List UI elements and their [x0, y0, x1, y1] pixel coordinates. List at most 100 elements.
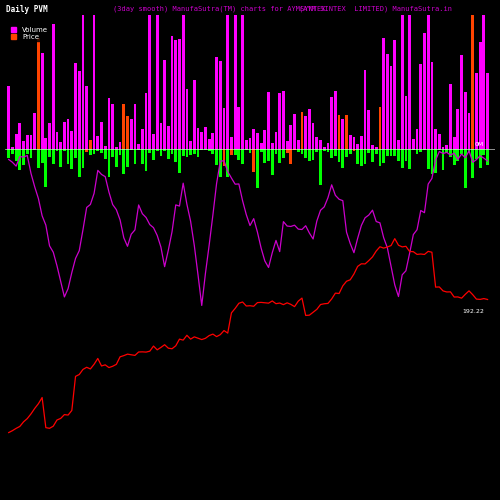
- Bar: [96, 149, 99, 152]
- Text: 0M: 0M: [474, 142, 484, 146]
- Bar: [252, 129, 255, 149]
- Bar: [293, 114, 296, 149]
- Bar: [200, 149, 203, 150]
- Bar: [472, 149, 474, 178]
- Bar: [167, 149, 170, 159]
- Bar: [193, 80, 196, 149]
- Bar: [22, 141, 25, 149]
- Bar: [212, 149, 214, 154]
- Bar: [186, 149, 188, 158]
- Bar: [74, 64, 77, 149]
- Bar: [316, 137, 318, 149]
- Bar: [282, 149, 285, 158]
- Bar: [342, 119, 344, 149]
- Bar: [456, 149, 460, 161]
- Bar: [278, 149, 281, 162]
- Bar: [152, 134, 155, 149]
- Bar: [479, 149, 482, 168]
- Bar: [382, 149, 385, 163]
- Bar: [156, 149, 158, 152]
- Bar: [70, 131, 73, 149]
- Bar: [222, 108, 226, 149]
- Bar: [356, 149, 359, 164]
- Bar: [260, 144, 262, 149]
- Bar: [256, 134, 259, 149]
- Bar: [245, 149, 248, 150]
- Bar: [118, 149, 122, 156]
- Bar: [63, 149, 66, 151]
- Bar: [52, 24, 54, 149]
- Bar: [468, 112, 470, 149]
- Bar: [430, 149, 434, 174]
- Bar: [193, 149, 196, 154]
- Bar: [486, 72, 489, 149]
- Bar: [430, 62, 434, 149]
- Bar: [271, 143, 274, 149]
- Bar: [423, 34, 426, 149]
- Bar: [326, 149, 330, 152]
- Bar: [319, 140, 322, 149]
- Bar: [423, 149, 426, 150]
- Bar: [100, 122, 103, 149]
- Bar: [44, 138, 47, 149]
- Bar: [163, 60, 166, 149]
- Bar: [89, 149, 92, 155]
- Bar: [404, 149, 407, 162]
- Bar: [112, 149, 114, 157]
- Bar: [208, 138, 210, 149]
- Bar: [286, 149, 288, 153]
- Bar: [252, 149, 255, 172]
- Bar: [22, 149, 25, 165]
- Bar: [174, 149, 177, 162]
- Bar: [18, 123, 21, 149]
- Bar: [70, 149, 73, 169]
- Bar: [196, 149, 200, 157]
- Bar: [189, 142, 192, 149]
- Bar: [290, 125, 292, 149]
- Bar: [122, 104, 125, 149]
- Bar: [66, 149, 70, 164]
- Bar: [300, 149, 304, 154]
- Bar: [412, 149, 414, 150]
- Bar: [371, 149, 374, 162]
- Bar: [482, 14, 486, 149]
- Bar: [453, 149, 456, 166]
- Bar: [438, 149, 440, 150]
- Bar: [14, 134, 18, 149]
- Bar: [160, 123, 162, 149]
- Bar: [60, 149, 62, 168]
- Bar: [401, 149, 404, 169]
- Bar: [416, 149, 418, 154]
- Bar: [412, 138, 414, 149]
- Bar: [371, 144, 374, 149]
- Bar: [352, 137, 356, 149]
- Bar: [148, 14, 151, 149]
- Bar: [144, 92, 148, 149]
- Bar: [137, 149, 140, 150]
- Bar: [167, 126, 170, 149]
- Bar: [241, 14, 244, 149]
- Bar: [308, 149, 311, 161]
- Bar: [56, 149, 58, 151]
- Bar: [89, 140, 92, 149]
- Bar: [170, 36, 173, 149]
- Bar: [178, 38, 181, 149]
- Bar: [215, 149, 218, 166]
- Bar: [156, 14, 158, 149]
- Bar: [222, 149, 226, 166]
- Bar: [408, 149, 411, 170]
- Bar: [126, 149, 129, 166]
- Bar: [364, 70, 366, 149]
- Bar: [37, 38, 40, 149]
- Bar: [248, 149, 252, 152]
- Bar: [386, 149, 388, 156]
- Bar: [316, 149, 318, 152]
- Bar: [92, 14, 96, 149]
- Bar: [52, 149, 54, 164]
- Bar: [416, 128, 418, 149]
- Bar: [297, 140, 300, 149]
- Bar: [453, 137, 456, 149]
- Bar: [241, 149, 244, 164]
- Bar: [397, 149, 400, 161]
- Bar: [449, 149, 452, 156]
